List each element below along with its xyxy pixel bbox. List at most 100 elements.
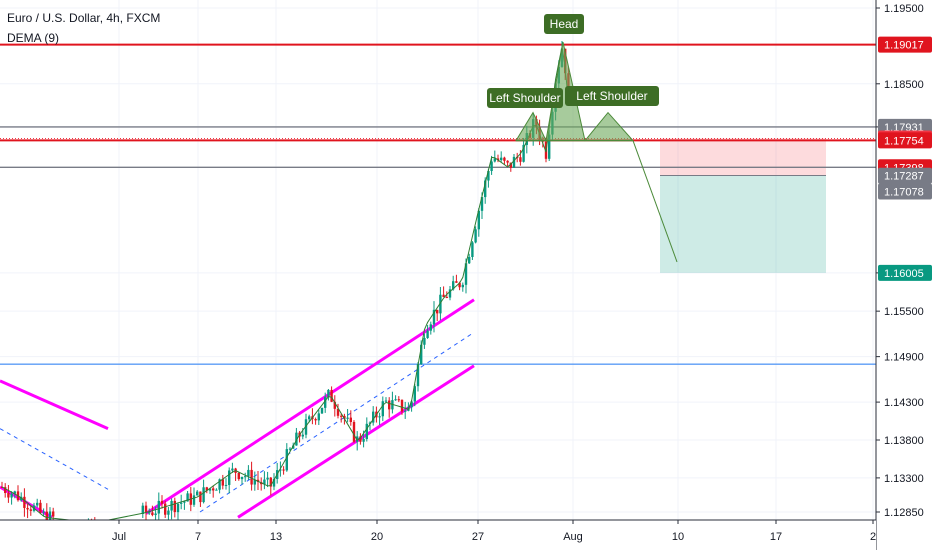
candle-body — [500, 158, 502, 160]
candle-body — [39, 503, 41, 513]
candle-body — [340, 416, 342, 417]
x-tick-label: 10 — [672, 531, 684, 543]
candle-body — [455, 281, 457, 283]
x-tick-label: 20 — [371, 531, 383, 543]
x-axis-panel — [0, 520, 876, 550]
x-tick-label: 13 — [270, 531, 282, 543]
y-tick-label: 1.14300 — [884, 397, 924, 409]
candle-body — [318, 413, 320, 420]
channel-midline — [200, 332, 474, 512]
candle-body — [148, 512, 150, 513]
candle-body — [196, 492, 198, 496]
dema-line — [2, 47, 568, 523]
candle-body — [490, 161, 492, 171]
candle-body — [282, 470, 284, 471]
price-label: 1.17287 — [884, 171, 924, 183]
x-tick-label: 27 — [472, 531, 484, 543]
chart-title: Euro / U.S. Dollar, 4h, FXCM — [7, 11, 160, 25]
y-axis[interactable]: 1.195001.185001.179311.160051.155001.149… — [876, 0, 932, 550]
candle-body — [471, 242, 473, 257]
candle-body — [10, 494, 12, 498]
candle-body — [167, 511, 169, 515]
candle-body — [382, 401, 384, 416]
x-tick-label: Aug — [563, 531, 583, 543]
label-head[interactable]: Head — [550, 17, 579, 31]
candle-body — [353, 422, 355, 442]
candle-body — [401, 400, 403, 412]
candle-body — [247, 470, 249, 476]
candle-body — [241, 477, 243, 479]
candle-body — [314, 419, 316, 420]
candle-body — [7, 493, 9, 498]
candle-body — [330, 390, 332, 402]
x-axis[interactable]: Jul 7 13 20 27 Aug 10 17 2 — [0, 520, 876, 550]
candle-body — [446, 297, 448, 298]
downtrend-midline — [0, 429, 108, 490]
candle-body — [180, 503, 182, 504]
candle-body — [350, 418, 352, 422]
candle-body — [394, 399, 396, 400]
candle-body — [385, 401, 387, 402]
take-profit-zone — [660, 175, 826, 272]
candle-body — [164, 504, 166, 515]
candle-body — [250, 470, 252, 485]
candle-body — [42, 512, 44, 513]
candle-body — [193, 495, 195, 504]
candle-body — [151, 512, 153, 515]
downtrend-line — [0, 381, 108, 429]
candle-body — [177, 504, 179, 512]
candle-body — [404, 411, 406, 412]
price-label: 1.19017 — [884, 40, 924, 52]
candle-body — [36, 503, 38, 506]
candle-body — [321, 408, 323, 414]
y-tick-label: 1.19500 — [884, 3, 924, 15]
price-label: 1.16005 — [884, 268, 924, 280]
price-label: 1.17078 — [884, 187, 924, 199]
candle-body — [426, 331, 428, 338]
candle-body — [468, 257, 470, 263]
candle-body — [52, 511, 54, 516]
price-label: 1.17754 — [884, 135, 924, 147]
candle-body — [423, 338, 425, 345]
stop-loss-zone — [660, 138, 826, 175]
candle-body — [346, 418, 348, 419]
candle-body — [366, 424, 368, 439]
candle-body — [244, 476, 246, 477]
candle-body — [23, 497, 25, 508]
y-tick-label: 1.15500 — [884, 306, 924, 318]
x-tick-label: Jul — [112, 531, 126, 543]
y-tick-label: 1.12850 — [884, 507, 924, 519]
candle-body — [231, 469, 233, 471]
dema-polyline — [2, 47, 568, 523]
position-zones — [660, 138, 826, 273]
candle-body — [161, 501, 163, 504]
candle-body — [266, 478, 268, 480]
candle-body — [506, 161, 508, 163]
candle-body — [158, 501, 160, 514]
candle-body — [154, 514, 156, 516]
y-tick-label: 1.18500 — [884, 79, 924, 91]
indicator-label[interactable]: DEMA (9) — [7, 31, 59, 45]
x-tick-label: 17 — [770, 531, 782, 543]
candle-body — [362, 439, 364, 442]
head-and-shoulders-pattern: Head Left Shoulder Left Shoulder — [487, 14, 677, 262]
candle-body — [388, 401, 390, 410]
candles — [1, 41, 570, 530]
candle-body — [215, 490, 217, 491]
candle-body — [398, 399, 400, 400]
candle-body — [308, 416, 310, 419]
candle-body — [503, 158, 505, 161]
candle-body — [519, 157, 521, 162]
candle-body — [202, 487, 204, 502]
candle-body — [238, 473, 240, 479]
y-tick-label: 1.13300 — [884, 473, 924, 485]
label-right-shoulder[interactable]: Left Shoulder — [576, 89, 647, 103]
candle-body — [430, 324, 432, 330]
label-left-shoulder[interactable]: Left Shoulder — [489, 91, 560, 105]
candle-body — [513, 157, 515, 168]
candle-body — [228, 470, 230, 484]
candle-body — [474, 229, 476, 242]
candle-body — [378, 416, 380, 417]
candle-body — [302, 435, 304, 437]
